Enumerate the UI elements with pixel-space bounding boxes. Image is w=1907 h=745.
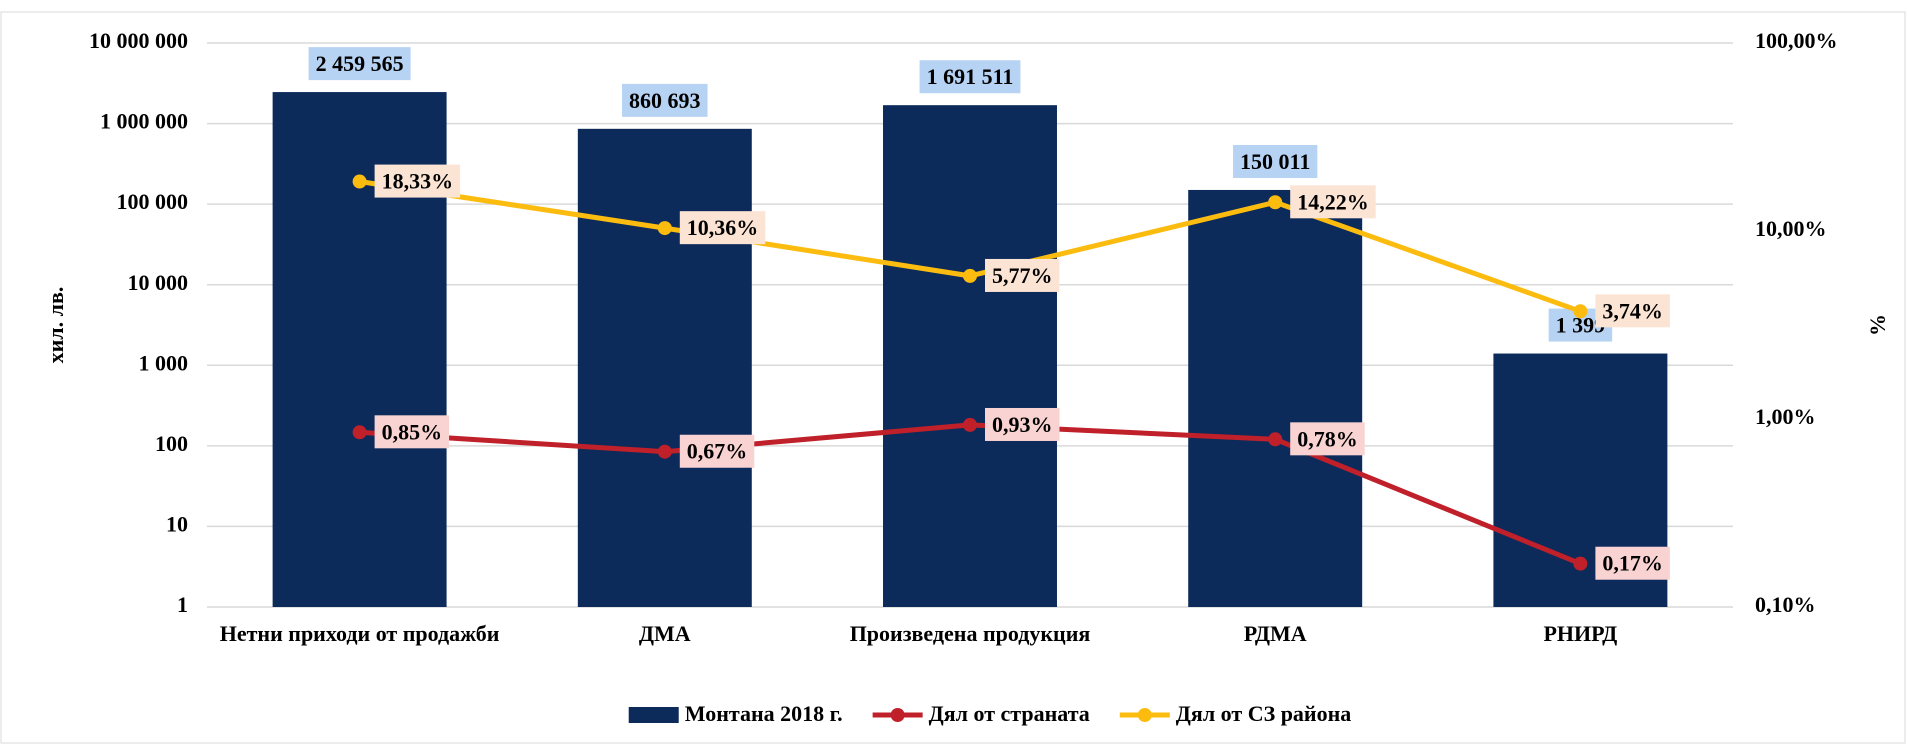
line-point: [963, 268, 977, 283]
y2-tick-label: 10,00%: [1755, 216, 1827, 241]
legend-item: Дял от страната: [872, 701, 1090, 726]
x-tick-label: РНИРД: [1543, 621, 1618, 646]
frame: [0, 11, 1906, 744]
data-label-box: [308, 47, 411, 81]
data-label: 1 691 511: [919, 60, 1021, 94]
data-label-text: 14,22%: [1297, 189, 1369, 214]
line-point: [352, 174, 367, 189]
data-label: 18,33%: [374, 164, 461, 198]
y-axis-label: хил. лв.: [43, 287, 68, 364]
legend-swatch: [628, 707, 679, 723]
data-label-text: 5,77%: [992, 263, 1053, 288]
legend: Монтана 2018 г. Дял от страната Дял от СЗ …: [628, 701, 1351, 726]
data-label-text: 860 693: [629, 88, 701, 113]
y-tick-label: 1: [177, 592, 188, 617]
y-tick-label: 100 000: [117, 189, 189, 214]
data-label: 5,77%: [985, 258, 1060, 292]
data-label-box: [985, 258, 1060, 292]
line-point: [1268, 195, 1283, 210]
x-tick-label: Произведена продукция: [849, 621, 1091, 646]
y-tick-label: 100: [155, 431, 188, 456]
data-label-box: [374, 415, 450, 449]
data-label-text: 0,67%: [687, 439, 748, 464]
data-label-text: 0,85%: [382, 419, 443, 444]
data-label-text: 0,93%: [992, 412, 1053, 437]
x-tick-label: РДМА: [1243, 621, 1307, 646]
line-point: [1268, 432, 1283, 447]
bar: [577, 128, 752, 607]
data-label-text: 0,17%: [1602, 551, 1663, 576]
data-label-box: [1233, 144, 1318, 178]
data-label-box: [679, 211, 766, 245]
data-label: 0,85%: [374, 415, 450, 449]
y-tick-label: 10 000 000: [89, 28, 188, 53]
data-label: 0,78%: [1290, 422, 1365, 456]
y-tick-label: 10 000: [128, 270, 189, 295]
data-label-box: [1595, 294, 1670, 328]
y2-tick-label: 1,00%: [1755, 404, 1816, 429]
legend-item: Монтана 2018 г.: [628, 701, 843, 726]
line-point: [1573, 556, 1588, 571]
legend-text: Дял от страната: [929, 701, 1090, 726]
data-label: 3,74%: [1595, 294, 1670, 328]
line-point: [657, 444, 672, 459]
legend-swatch: [890, 708, 905, 722]
data-label-text: 1 691 511: [927, 64, 1014, 89]
bar: [1188, 189, 1363, 607]
data-label: 0,17%: [1595, 546, 1670, 580]
bar: [883, 105, 1057, 607]
data-label-box: [374, 164, 461, 198]
data-label-text: 2 459 565: [316, 51, 404, 76]
data-label-text: 10,36%: [687, 215, 759, 240]
y-tick-label: 10: [166, 511, 188, 536]
data-label-box: [622, 83, 708, 117]
y-tick-label: 1 000: [139, 350, 189, 375]
line-point: [1573, 304, 1588, 319]
data-label: 0,93%: [985, 407, 1060, 441]
data-label-text: 150 011: [1240, 149, 1310, 174]
data-label: 10,36%: [679, 211, 766, 245]
legend-item: Дял от СЗ района: [1119, 701, 1351, 726]
y2-tick-label: 100,00%: [1755, 28, 1838, 53]
data-label-box: [679, 434, 755, 468]
line-point: [963, 417, 977, 432]
legend-swatch: [1137, 708, 1152, 722]
data-label-box: [1290, 185, 1376, 219]
line-point: [657, 221, 672, 236]
legend-text: Дял от СЗ района: [1176, 701, 1351, 726]
data-label-text: 0,78%: [1297, 426, 1358, 451]
y2-tick-label: 0,10%: [1755, 592, 1816, 617]
data-label-box: [919, 60, 1021, 94]
data-label: 2 459 565: [308, 47, 411, 81]
data-label-text: 18,33%: [382, 169, 454, 194]
x-tick-label: ДМА: [638, 621, 691, 646]
data-label-box: [1595, 546, 1670, 580]
y-tick-label: 1 000 000: [100, 109, 188, 134]
data-label: 860 693: [622, 83, 708, 117]
legend-text: Монтана 2018 г.: [685, 701, 843, 726]
data-label-text: 3,74%: [1602, 298, 1663, 323]
y2-axis-label: %: [1865, 314, 1890, 336]
x-tick-label: Нетни приходи от продажби: [219, 621, 500, 646]
data-label: 14,22%: [1290, 185, 1376, 219]
line-point: [352, 425, 367, 440]
data-label: 0,67%: [679, 434, 755, 468]
data-label-box: [1290, 422, 1365, 456]
data-label: 150 011: [1233, 144, 1318, 178]
data-label-box: [985, 407, 1060, 441]
